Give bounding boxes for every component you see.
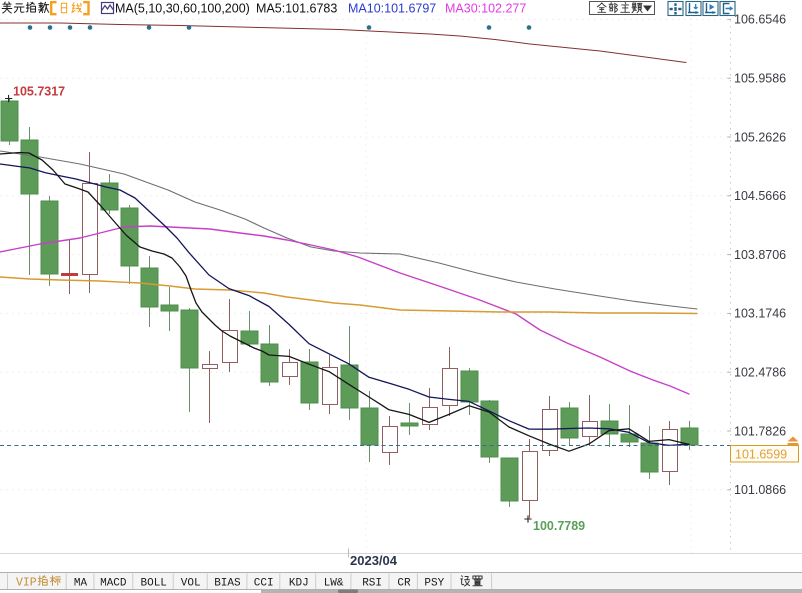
- svg-text:104.5666: 104.5666: [734, 189, 786, 203]
- svg-text:VOL: VOL: [181, 578, 201, 590]
- svg-text:CR: CR: [397, 578, 411, 590]
- svg-text:105.7317: 105.7317: [13, 85, 65, 99]
- svg-text:2023/04: 2023/04: [350, 553, 398, 568]
- svg-text:101.7826: 101.7826: [734, 424, 786, 438]
- svg-text:MACD: MACD: [100, 578, 127, 590]
- svg-text:106.6546: 106.6546: [734, 13, 786, 27]
- svg-text:102.4786: 102.4786: [734, 366, 786, 380]
- svg-text:MA30:102.277: MA30:102.277: [445, 2, 526, 16]
- svg-text:CCI: CCI: [254, 578, 274, 590]
- svg-text:PSY: PSY: [424, 578, 444, 590]
- svg-text:MA10:101.6797: MA10:101.6797: [348, 2, 436, 16]
- svg-text:RSI: RSI: [362, 578, 382, 590]
- svg-text:MA(5,10,30,60,100,200): MA(5,10,30,60,100,200): [115, 2, 250, 16]
- svg-text:105.2626: 105.2626: [734, 130, 786, 144]
- svg-text:LW&: LW&: [324, 578, 344, 590]
- svg-text:MA: MA: [74, 578, 88, 590]
- svg-text:105.9586: 105.9586: [734, 72, 786, 86]
- svg-text:101.6599: 101.6599: [735, 448, 787, 462]
- svg-text:MA5:101.6783: MA5:101.6783: [256, 2, 337, 16]
- svg-text:103.8706: 103.8706: [734, 248, 786, 262]
- svg-text:VIP: VIP: [16, 577, 37, 590]
- svg-text:101.0866: 101.0866: [734, 483, 786, 497]
- svg-text:BOLL: BOLL: [141, 578, 167, 590]
- svg-text:100.7789: 100.7789: [533, 519, 585, 533]
- svg-text:BIAS: BIAS: [214, 578, 241, 590]
- svg-text:103.1746: 103.1746: [734, 307, 786, 321]
- svg-text:KDJ: KDJ: [289, 578, 309, 590]
